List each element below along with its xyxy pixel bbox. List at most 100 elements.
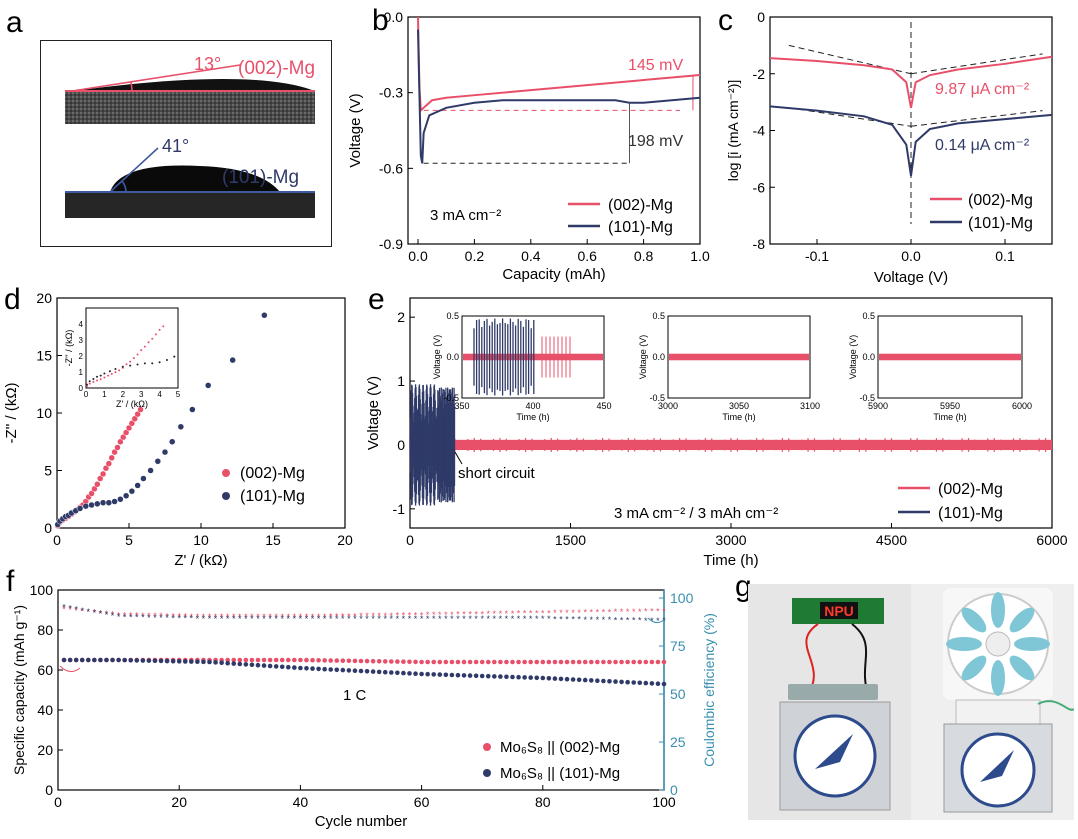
f-ce-point: * <box>487 609 491 619</box>
f-ce-point: * <box>341 612 345 622</box>
f-ce-point: * <box>493 614 497 624</box>
f-ce-point: * <box>408 610 412 620</box>
c-legend-label: (002)-Mg <box>968 192 1033 209</box>
e-inset-ylabel: Voltage (V) <box>432 335 442 380</box>
f-ce-point: * <box>408 614 412 624</box>
f-capacity-point <box>279 664 285 670</box>
f-capacity-point <box>304 657 309 663</box>
f-ce-point: * <box>420 614 424 624</box>
b-xtick-label: 0.6 <box>577 248 597 264</box>
f-capacity-point <box>455 659 461 665</box>
e-inset-ytick: 0.5 <box>652 311 665 321</box>
b-xtick-label: 0.2 <box>465 248 485 264</box>
f-capacity-point <box>540 675 546 681</box>
f-ce-point: * <box>656 616 660 626</box>
f-ce-point: * <box>335 614 339 624</box>
f-ce-point: * <box>474 609 478 619</box>
d-point <box>88 501 95 509</box>
f-capacity-point <box>261 657 267 663</box>
d-inset-ytick: 3 <box>79 336 84 345</box>
f-capacity-point <box>437 672 443 677</box>
b-legend-label: (101)-Mg <box>608 219 673 236</box>
f-capacity-point <box>643 680 649 686</box>
f-legend-swatch <box>483 743 491 751</box>
f-ce-point: * <box>432 614 436 624</box>
f-capacity-point <box>473 659 479 665</box>
d-inset-point <box>85 383 88 386</box>
f-ce-point: * <box>365 614 369 624</box>
panel-label-g: g <box>735 570 752 603</box>
d-inset-point <box>108 370 111 373</box>
c-ytick-label: -8 <box>753 236 766 252</box>
f-capacity-point <box>546 659 552 665</box>
f-capacity-point <box>570 659 576 665</box>
f-ce-point: * <box>565 608 569 618</box>
d-inset-point <box>103 376 106 379</box>
c-series-line <box>769 55 1053 108</box>
d-point <box>168 438 176 445</box>
f-capacity-point <box>231 657 237 663</box>
f-capacity-point <box>389 659 394 664</box>
f-capacity-point <box>516 659 521 665</box>
f-ce-point: * <box>596 607 600 617</box>
f-y2tick-label: 25 <box>670 734 686 750</box>
f-legend-swatch <box>483 769 491 777</box>
d-inset-point <box>103 372 106 375</box>
f-ce-point: * <box>511 609 515 619</box>
d-inset-ylabel: -Z'' / (kΩ) <box>64 330 74 367</box>
f-ce-point: * <box>80 606 84 616</box>
f-ce-point: * <box>111 611 115 621</box>
f-capacity-point <box>655 659 661 665</box>
f-ce-point: * <box>359 611 363 621</box>
f-capacity-point <box>158 658 164 664</box>
f-capacity-point <box>370 669 376 674</box>
e-inset-ytick: -0.5 <box>859 393 875 403</box>
f-xtick-label: 20 <box>171 794 187 810</box>
f-ce-point: * <box>80 606 84 616</box>
d-point <box>111 498 118 505</box>
device-photo: NPU <box>748 584 1074 820</box>
f-ce-point: * <box>305 612 309 622</box>
f-capacity-point <box>201 659 206 665</box>
f-ce-point: * <box>244 612 248 622</box>
contact-angle-photo: 13° (002)-Mg 41° (101)-Mg <box>40 40 332 247</box>
f-ce-point: * <box>626 607 630 617</box>
e-legend-label: (101)-Mg <box>938 505 1003 522</box>
f-ce-point: * <box>420 610 424 620</box>
f-legend-label: Mo₆S₈ || (101)-Mg <box>500 765 620 782</box>
f-capacity-point <box>328 667 334 672</box>
f-ce-point: * <box>87 607 91 617</box>
d-inset-xtick: 5 <box>176 390 181 399</box>
f-ce-point: * <box>541 608 545 618</box>
f-capacity-point <box>649 659 655 665</box>
e-inset-ytick: -0.5 <box>649 393 665 403</box>
e-inset-ytick: -0.5 <box>443 393 459 403</box>
f-capacity-point <box>534 659 540 665</box>
f-ce-point: * <box>505 614 509 624</box>
f-capacity-point <box>510 674 515 680</box>
c-annotation-101: 0.14 μA cm⁻² <box>935 137 1030 154</box>
d-point <box>154 458 162 465</box>
f-ce-point: * <box>117 610 121 620</box>
c-tafel-101-right <box>910 110 1043 127</box>
f-capacity-point <box>485 659 491 665</box>
f-y-axis-title: Specific capacity (mAh g⁻¹) <box>11 605 27 775</box>
e-inset-xlabel: Time (h) <box>516 412 549 422</box>
f-ce-point: * <box>383 611 387 621</box>
panel-label-b: b <box>372 4 389 37</box>
d-inset-point <box>92 380 95 383</box>
f-ce-point: * <box>165 611 169 621</box>
f-ce-point: * <box>608 607 612 617</box>
label-101: (101)-Mg <box>222 167 299 188</box>
f-capacity-point <box>540 659 546 665</box>
f-capacity-point <box>510 659 515 665</box>
d-inset-xtick: 4 <box>157 390 162 399</box>
f-ce-point: * <box>208 614 212 624</box>
f-capacity-point <box>401 670 406 676</box>
f-ce-point: * <box>365 611 369 621</box>
f-capacity-point <box>316 658 321 663</box>
f-ce-point: * <box>190 612 194 622</box>
f-ce-point: * <box>493 609 497 619</box>
f-ce-point: * <box>196 614 200 624</box>
d-point <box>147 467 154 474</box>
